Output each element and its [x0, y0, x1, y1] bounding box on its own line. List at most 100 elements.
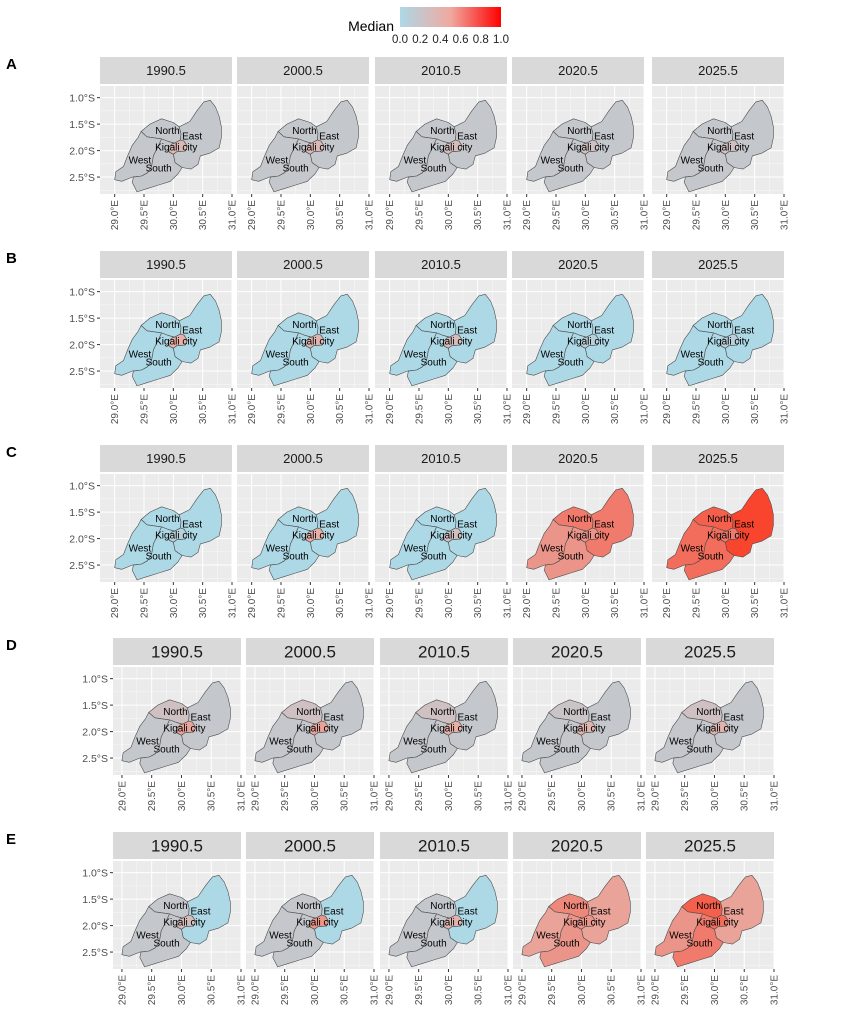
y-tick-label: 1.5°S	[69, 313, 95, 325]
map	[389, 100, 497, 193]
x-tick-label: 29.5°E	[414, 781, 425, 811]
facet-strip	[237, 57, 369, 84]
region-label-kigali: Kigali city	[155, 530, 197, 541]
x-axis: 29.0°E 29.5°E 30.0°E 30.5°E 31.0°E	[110, 194, 239, 230]
x-axis: 29.0°E 29.5°E 30.0°E 30.5°E 31.0°E	[385, 582, 514, 618]
x-tick-label: 29.0°E	[662, 200, 673, 230]
x-tick-label: 29.0°E	[384, 781, 395, 811]
legend-title: Median	[348, 18, 394, 34]
facet-strip	[652, 251, 784, 278]
x-tick-label: 29.5°E	[140, 394, 151, 424]
region-south	[406, 913, 458, 968]
region-south	[672, 913, 724, 968]
region-south	[269, 332, 320, 387]
region-label-west: West	[266, 350, 289, 361]
x-tick-label: 29.0°E	[110, 394, 121, 424]
x-tick-label: 29.5°E	[147, 781, 158, 811]
x-tick-label: 29.5°E	[277, 588, 288, 618]
region-label-south: South	[558, 358, 584, 369]
facet-strip-label: 2020.5	[551, 643, 603, 662]
region-south	[672, 719, 724, 774]
y-axis: 1.0°S 1.5°S 2.0°S 2.5°S	[82, 674, 113, 765]
x-tick-label: 30.0°E	[306, 394, 317, 424]
region-label-east: East	[734, 325, 754, 336]
facet-strip	[512, 57, 644, 84]
y-tick-label: 1.0°S	[69, 481, 95, 493]
y-tick-label: 2.0°S	[82, 921, 108, 933]
map	[521, 681, 631, 774]
row-label: A	[6, 56, 17, 73]
facet-strip	[113, 638, 241, 665]
x-axis: 29.0°E 29.5°E 30.0°E 30.5°E 31.0°E	[522, 388, 651, 424]
region-label-north: North	[292, 514, 316, 525]
x-tick-label: 31.0°E	[370, 975, 381, 1005]
x-tick-label: 31.0°E	[228, 200, 239, 230]
x-tick-label: 30.0°E	[310, 781, 321, 811]
y-tick-label: 2.0°S	[69, 534, 95, 546]
x-tick-label: 31.0°E	[503, 394, 514, 424]
x-tick-label: 29.0°E	[247, 200, 258, 230]
x-tick-label: 31.0°E	[640, 588, 651, 618]
x-tick-label: 30.0°E	[721, 200, 732, 230]
region-label-west: West	[136, 737, 159, 748]
x-tick-label: 31.0°E	[365, 200, 376, 230]
x-tick-label: 29.0°E	[522, 200, 533, 230]
x-axis: 29.0°E 29.5°E 30.0°E 30.5°E 31.0°E	[110, 388, 239, 424]
region-label-west: West	[541, 350, 564, 361]
x-tick-label: 29.5°E	[277, 200, 288, 230]
facet-strip	[652, 445, 784, 472]
region-south	[139, 913, 191, 968]
map	[114, 100, 222, 193]
x-tick-label: 30.0°E	[444, 975, 455, 1005]
x-axis: 29.0°E 29.5°E 30.0°E 30.5°E 31.0°E	[110, 582, 239, 618]
x-tick-label: 30.5°E	[740, 781, 751, 811]
x-tick-label: 31.0°E	[780, 394, 791, 424]
region-label-south: South	[421, 552, 447, 563]
row-label: C	[6, 444, 17, 461]
map	[666, 488, 774, 581]
region-label-north: North	[163, 901, 187, 912]
row-label: B	[6, 250, 17, 267]
x-tick-label: 31.0°E	[503, 200, 514, 230]
map	[114, 488, 222, 581]
region-label-west: West	[129, 156, 152, 167]
map	[526, 488, 634, 581]
x-tick-label: 30.5°E	[207, 975, 218, 1005]
region-label-east: East	[591, 906, 611, 917]
region-label-west: West	[269, 931, 292, 942]
facet-strip	[512, 445, 644, 472]
region-label-east: East	[594, 131, 614, 142]
region-label-west: West	[536, 737, 559, 748]
x-tick-label: 31.0°E	[228, 394, 239, 424]
region-label-south: South	[421, 745, 447, 756]
region-label-south: South	[698, 164, 724, 175]
region-label-north: North	[430, 126, 454, 137]
legend: Median 0.0 0.2 0.4 0.6 0.8 1.0	[348, 7, 509, 46]
region-label-west: West	[403, 737, 426, 748]
region-label-east: East	[457, 131, 477, 142]
facet-strip	[100, 251, 232, 278]
x-tick-label: 30.0°E	[306, 588, 317, 618]
x-tick-label: 29.5°E	[415, 394, 426, 424]
region-label-east: East	[324, 712, 344, 723]
x-tick-label: 29.0°E	[650, 781, 661, 811]
region-label-east: East	[734, 131, 754, 142]
x-axis: 29.0°E 29.5°E 30.0°E 30.5°E 31.0°E	[662, 194, 791, 230]
facet-strip	[113, 832, 241, 859]
y-tick-label: 1.0°S	[82, 674, 108, 686]
region-label-north: North	[430, 514, 454, 525]
facet-strip-label: 1990.5	[146, 451, 186, 466]
x-tick-label: 29.0°E	[385, 588, 396, 618]
y-tick-label: 2.5°S	[82, 947, 108, 959]
facet-strip-label: 2000.5	[284, 837, 336, 856]
x-tick-label: 31.0°E	[780, 588, 791, 618]
region-label-south: South	[146, 358, 172, 369]
region-label-south: South	[154, 939, 180, 950]
x-tick-label: 30.5°E	[740, 975, 751, 1005]
